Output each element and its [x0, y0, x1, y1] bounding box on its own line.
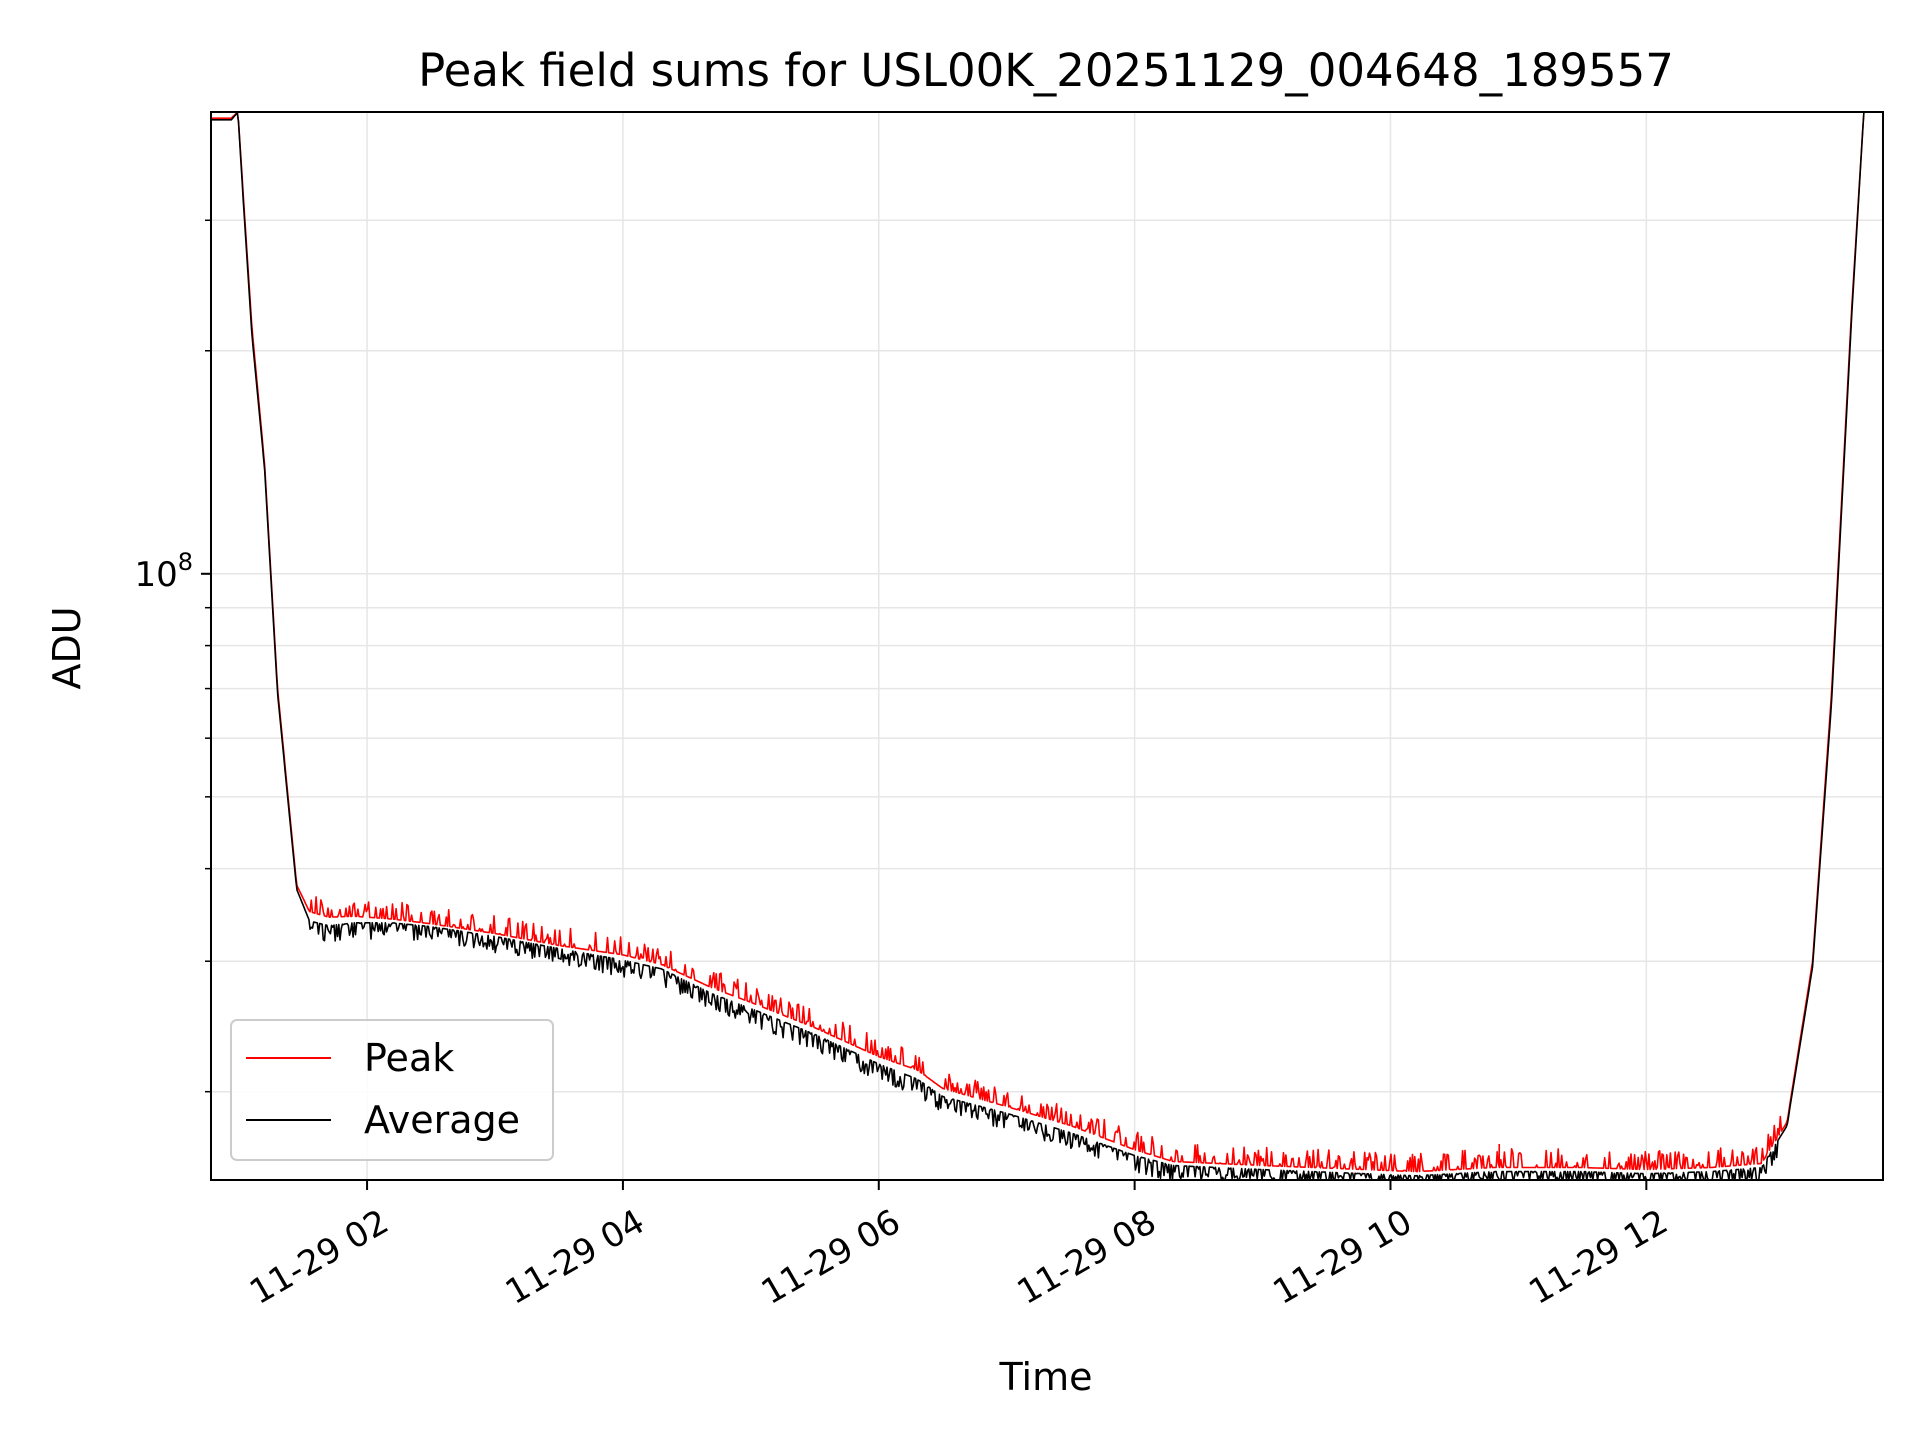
y-tick-base: 10 — [134, 555, 177, 595]
y-axis-label: ADU — [45, 606, 89, 689]
legend-box — [230, 1019, 554, 1161]
legend-label-average: Average — [364, 1098, 520, 1142]
series-layer — [211, 112, 1883, 1180]
chart-title: Peak field sums for USL00K_20251129_0046… — [418, 44, 1674, 97]
y-major-tick-label: 108 — [134, 548, 193, 595]
x-axis-label: Time — [999, 1355, 1093, 1399]
legend: Peak Average — [230, 1019, 554, 1161]
y-tick-exponent: 8 — [178, 548, 193, 576]
peak-series-line — [211, 112, 1883, 1173]
legend-label-peak: Peak — [364, 1036, 454, 1080]
average-series-line — [211, 112, 1883, 1180]
grid-layer — [211, 112, 1883, 1180]
